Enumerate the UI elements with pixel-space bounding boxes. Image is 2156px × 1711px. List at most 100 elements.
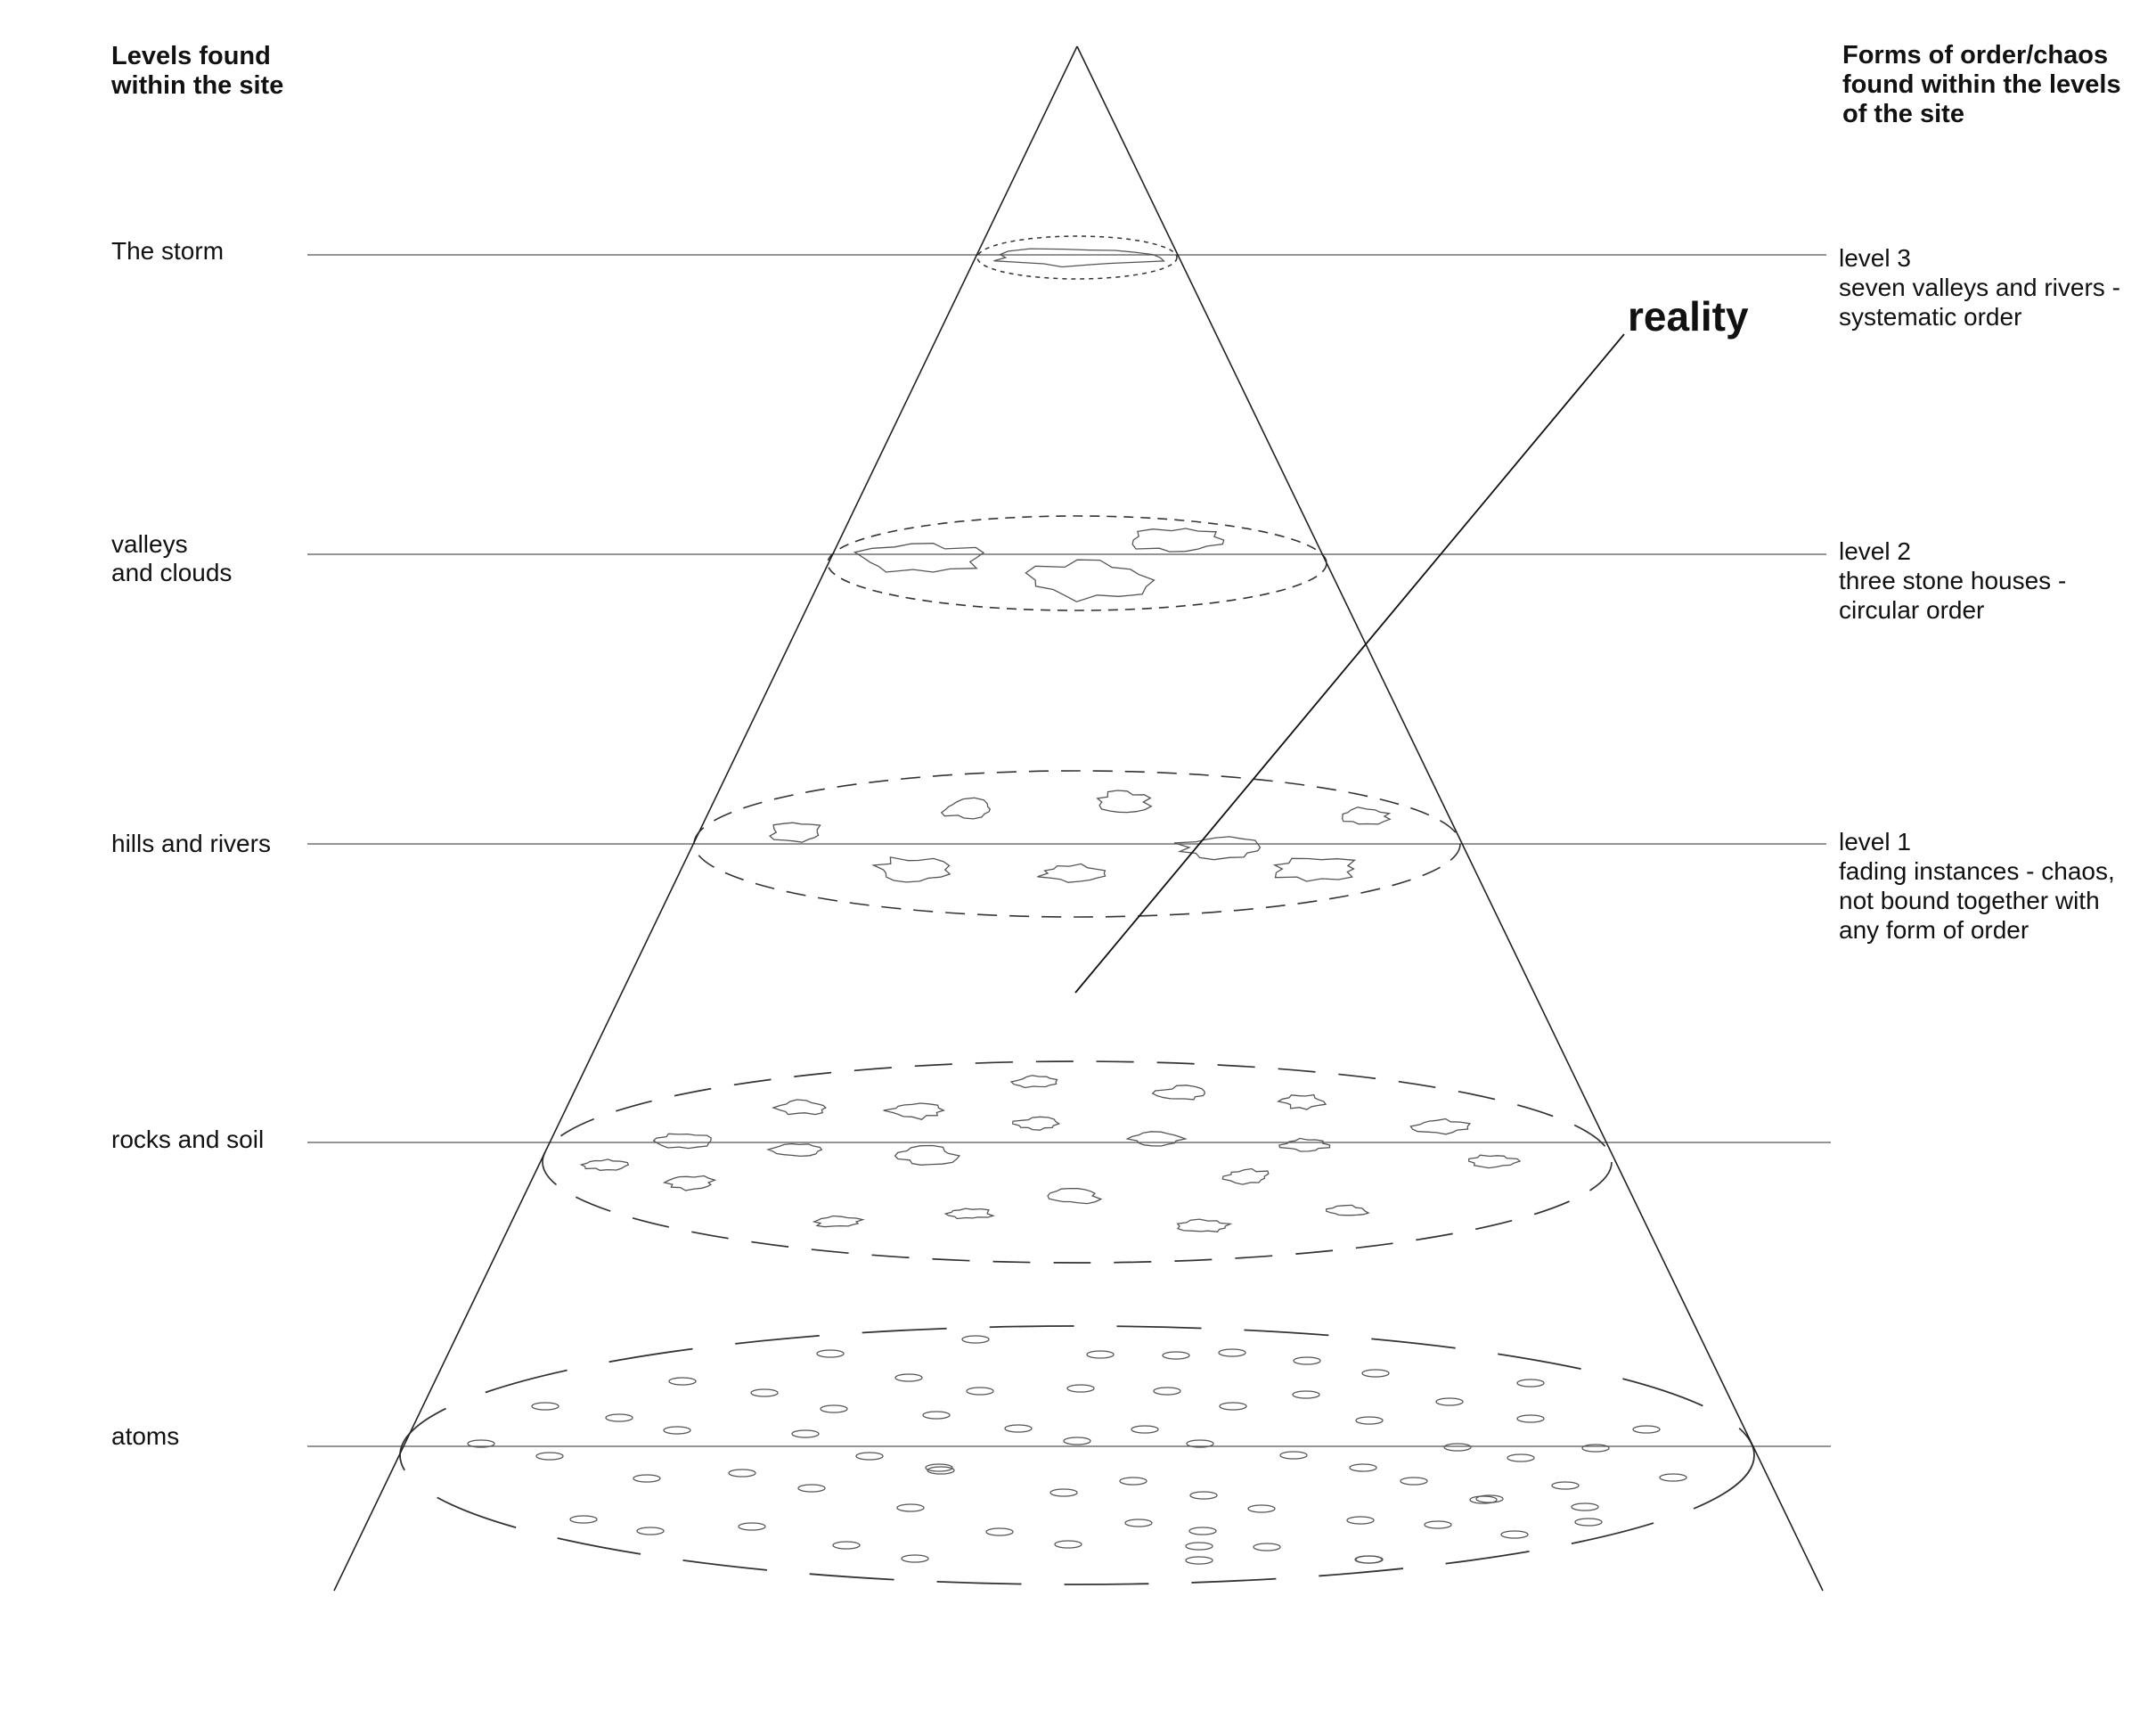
atom-35 xyxy=(1279,1451,1308,1460)
level-name-storm: The storm xyxy=(111,237,225,265)
atom-36 xyxy=(535,1452,564,1461)
level-description-2: level 2 three stone houses - circular or… xyxy=(1839,537,2067,624)
rock-shape-18 xyxy=(943,1208,995,1220)
atom-39 xyxy=(1349,1463,1377,1472)
rock-shape-3 xyxy=(771,1099,827,1116)
atom-2 xyxy=(816,1349,845,1358)
level-ellipses xyxy=(399,235,1755,1585)
cloud-shape-2 xyxy=(1131,528,1225,553)
hill-shape-3 xyxy=(1096,790,1153,814)
rock-shape-4 xyxy=(883,1102,946,1121)
atom-48 xyxy=(1189,1491,1218,1500)
atom-9 xyxy=(668,1377,697,1386)
atom-42 xyxy=(728,1469,756,1478)
level-name-hills: hills and rivers xyxy=(111,830,271,857)
atom-18 xyxy=(1219,1402,1247,1411)
level-name-atoms: atoms xyxy=(111,1422,180,1450)
atom-45 xyxy=(1659,1473,1687,1482)
rock-shape-8 xyxy=(765,1142,823,1158)
rock-shape-11 xyxy=(1278,1137,1331,1152)
atom-60 xyxy=(1574,1518,1603,1527)
rock-shape-13 xyxy=(579,1158,630,1171)
left-heading: Levels found within the site xyxy=(111,42,284,100)
atom-4 xyxy=(1162,1351,1190,1360)
atom-26 xyxy=(1516,1414,1545,1423)
level-ellipse-5 xyxy=(399,1325,1755,1585)
pyramid-right-edge xyxy=(1076,45,1824,1592)
level-description-1: level 1 fading instances - chaos, not bo… xyxy=(1839,828,2115,944)
atom-64 xyxy=(1500,1530,1529,1539)
rock-shape-12 xyxy=(894,1144,961,1166)
atom-72 xyxy=(1355,1555,1384,1564)
atom-28 xyxy=(791,1429,820,1438)
atom-41 xyxy=(633,1474,661,1483)
hill-shape-5 xyxy=(870,856,951,883)
level-description-3: level 3 seven valleys and rivers - syste… xyxy=(1839,244,2120,331)
rock-shape-6 xyxy=(1409,1117,1472,1135)
hill-shape-6 xyxy=(1037,863,1107,883)
atom-14 xyxy=(1153,1387,1181,1396)
level-name-rocks: rocks and soil xyxy=(111,1126,265,1153)
atom-61 xyxy=(636,1527,665,1535)
atom-51 xyxy=(896,1503,925,1512)
rock-shape-1 xyxy=(1009,1075,1058,1089)
atom-25 xyxy=(1355,1416,1384,1425)
atom-1 xyxy=(961,1335,990,1344)
pyramid-left-edge xyxy=(333,45,1078,1592)
atom-67 xyxy=(1185,1542,1213,1551)
level-contents xyxy=(467,248,1687,1565)
atom-62 xyxy=(985,1527,1014,1536)
atom-57 xyxy=(1124,1519,1153,1527)
atom-27 xyxy=(1632,1425,1661,1434)
cloud-shape-3 xyxy=(1025,559,1156,602)
atom-44 xyxy=(1400,1477,1428,1486)
rock-shape-21 xyxy=(1176,1218,1233,1232)
atom-23 xyxy=(1004,1424,1033,1433)
rock-shape-10 xyxy=(1125,1131,1188,1147)
hill-shape-8 xyxy=(1272,857,1357,882)
atom-19 xyxy=(1292,1390,1320,1399)
rock-shape-15 xyxy=(662,1175,717,1191)
atom-13 xyxy=(1066,1384,1095,1393)
atom-20 xyxy=(1435,1397,1464,1406)
atom-21 xyxy=(605,1413,633,1422)
atom-43 xyxy=(1119,1477,1147,1486)
atom-47 xyxy=(1049,1488,1078,1497)
rock-shape-20 xyxy=(812,1215,865,1228)
cloud-shape-1 xyxy=(853,543,985,573)
hill-shape-4 xyxy=(1341,806,1392,825)
rock-shape-5 xyxy=(1277,1093,1327,1110)
atom-46 xyxy=(797,1484,826,1493)
atom-16 xyxy=(820,1404,848,1413)
atom-12 xyxy=(966,1387,994,1396)
atom-33 xyxy=(1581,1444,1610,1453)
atom-5 xyxy=(1218,1348,1246,1357)
atom-6 xyxy=(1293,1356,1321,1365)
rock-shape-14 xyxy=(1467,1154,1522,1169)
atom-31 xyxy=(1186,1439,1214,1448)
rock-shape-7 xyxy=(652,1133,712,1150)
atom-65 xyxy=(832,1541,861,1550)
reality-label: reality xyxy=(1628,293,1749,340)
hill-shape-7 xyxy=(1173,836,1262,861)
atom-63 xyxy=(1188,1527,1217,1535)
right-heading: Forms of order/chaos found within the le… xyxy=(1842,41,2121,128)
atom-15 xyxy=(531,1402,559,1411)
pyramid-outline xyxy=(333,45,1824,1592)
atom-22 xyxy=(663,1426,691,1435)
rock-shape-17 xyxy=(1047,1187,1103,1205)
atom-34 xyxy=(855,1452,884,1461)
atom-71 xyxy=(1185,1556,1213,1565)
atom-52 xyxy=(1247,1504,1276,1513)
atom-8 xyxy=(1516,1379,1545,1388)
storm-shape xyxy=(993,248,1166,268)
atom-66 xyxy=(1054,1540,1082,1549)
atom-30 xyxy=(1063,1437,1091,1445)
atom-7 xyxy=(1361,1369,1390,1378)
rock-shape-16 xyxy=(1221,1167,1270,1185)
atom-55 xyxy=(569,1515,598,1524)
hill-shape-1 xyxy=(768,822,821,843)
level-ellipse-3 xyxy=(693,770,1461,918)
atom-59 xyxy=(1424,1520,1452,1529)
